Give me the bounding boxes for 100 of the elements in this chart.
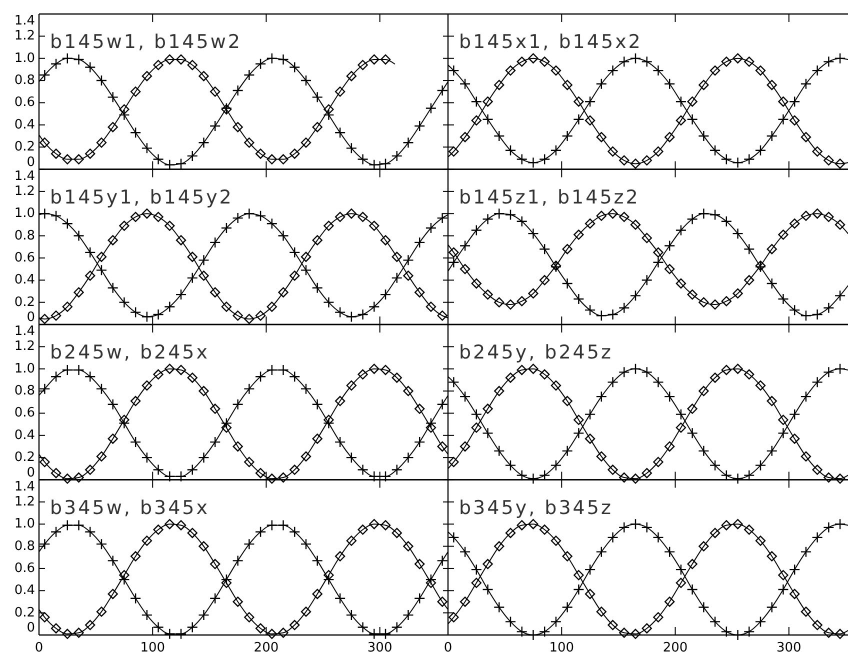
point [460, 132, 470, 142]
point [471, 115, 482, 126]
point [754, 144, 766, 156]
point [460, 441, 470, 452]
point [732, 629, 744, 641]
point [778, 230, 788, 240]
point [630, 290, 642, 302]
y-tick-label: 0.8 [14, 73, 35, 88]
point [755, 380, 766, 391]
y-tick-label: 1.2 [14, 28, 35, 44]
point [550, 65, 562, 76]
y-tick-label: 0.6 [14, 406, 35, 421]
point [676, 422, 686, 433]
point [528, 364, 538, 374]
point [823, 302, 834, 314]
point [812, 64, 823, 76]
x-tick-label: 300 [776, 640, 802, 656]
point [755, 65, 766, 76]
point [470, 564, 482, 576]
point [528, 228, 539, 240]
point [539, 524, 550, 535]
y-tick-label: 0 [26, 154, 35, 170]
x-tick-label: 200 [254, 640, 279, 656]
point [619, 212, 630, 222]
point [528, 473, 539, 484]
point [584, 434, 596, 444]
point [800, 210, 812, 221]
point [766, 445, 778, 457]
point [834, 290, 846, 302]
point [721, 520, 732, 530]
point [596, 210, 607, 221]
point [744, 154, 755, 165]
point [698, 208, 710, 220]
point [630, 628, 641, 639]
point [482, 584, 494, 596]
point [824, 212, 834, 222]
point [470, 408, 482, 420]
point [812, 620, 822, 630]
point [800, 546, 812, 558]
point [550, 460, 562, 471]
y-tick-label: 0 [26, 310, 35, 325]
point [732, 364, 743, 374]
point [788, 304, 800, 316]
point [562, 244, 572, 254]
point [653, 146, 664, 157]
y-tick-label: 0.2 [14, 294, 35, 310]
y-tick-label: 0.6 [14, 560, 35, 576]
point [732, 156, 744, 168]
y-tick-label: 1.0 [14, 50, 35, 66]
point [494, 80, 504, 90]
point [596, 390, 608, 402]
point [539, 369, 550, 380]
point [460, 596, 470, 607]
point [584, 564, 596, 576]
point [516, 56, 527, 67]
point [528, 156, 539, 168]
point [721, 296, 732, 306]
point [539, 275, 550, 286]
point [505, 528, 516, 538]
point [596, 310, 608, 322]
point [720, 626, 732, 638]
point [824, 155, 834, 166]
point [494, 602, 505, 613]
point [505, 65, 516, 76]
point [516, 626, 528, 638]
point [653, 456, 664, 468]
point [766, 278, 778, 290]
point [653, 612, 664, 622]
x-tick-label: 300 [367, 640, 392, 656]
point [664, 132, 675, 142]
point [596, 606, 607, 617]
point [664, 546, 676, 558]
point [584, 408, 596, 420]
y-tick-label: 0.4 [14, 583, 35, 598]
x-tick-label: 200 [662, 640, 688, 656]
point [550, 536, 562, 546]
point [744, 626, 755, 638]
point [642, 155, 652, 166]
y-tick-label: 1.0 [14, 516, 35, 532]
point [630, 474, 641, 484]
point [562, 278, 573, 290]
point [754, 460, 766, 471]
point [778, 96, 788, 107]
point [766, 244, 777, 254]
point [448, 376, 460, 388]
point [755, 536, 766, 546]
point [812, 532, 823, 544]
point [698, 541, 709, 552]
point [676, 115, 686, 126]
point [789, 434, 800, 444]
point [619, 472, 630, 483]
point [630, 52, 642, 64]
point [573, 114, 584, 125]
point [732, 53, 743, 64]
point [618, 56, 630, 68]
point [709, 616, 721, 628]
point [687, 96, 698, 107]
point [607, 376, 618, 388]
point [562, 445, 573, 457]
point [812, 208, 822, 219]
